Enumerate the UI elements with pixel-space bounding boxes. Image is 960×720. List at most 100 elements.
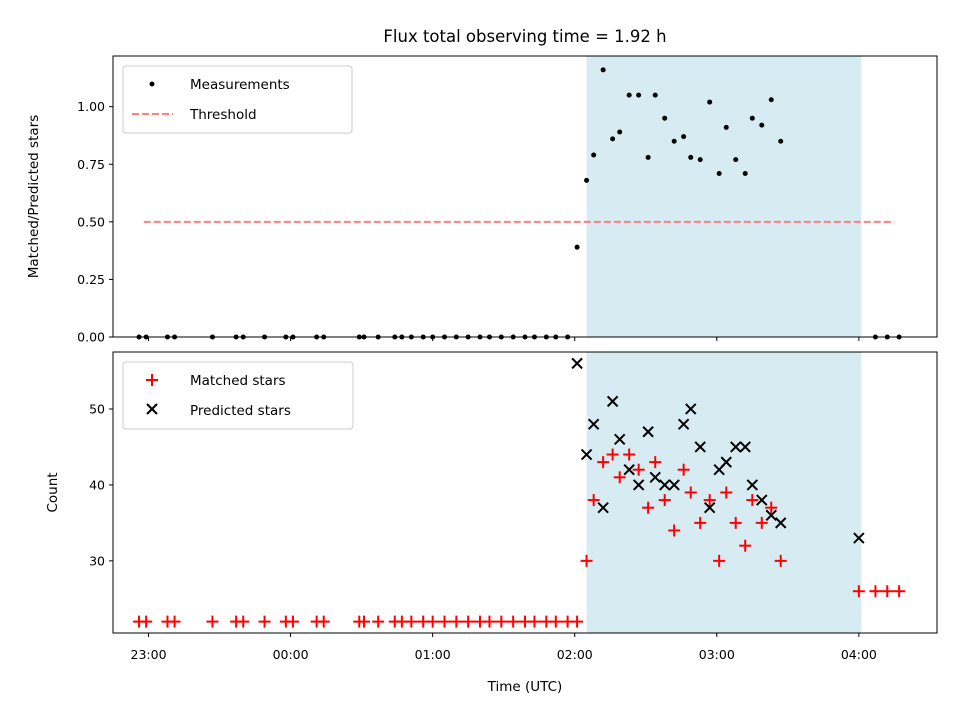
y-tick-label: 50 [89,401,105,416]
legend-marker-predicted [146,403,158,415]
predicted-point [623,464,635,476]
chart-title: Flux total observing time = 1.92 h [383,27,666,46]
panel-ratio: 0.00 0.25 0.50 0.75 1.00 Matched/Predicted s… [26,55,938,345]
predicted-point [587,418,600,430]
matched-point [580,554,593,567]
matched-point [571,615,584,628]
matched-point [649,456,662,469]
axes-frame-bottom [112,351,938,634]
predicted-point [580,448,593,461]
matched-point [658,494,671,507]
bottom-x-ticks: 23:00 00:00 01:00 02:00 03:00 04:00 [131,633,877,662]
measurement-point [742,170,748,176]
measurement-point [723,124,729,130]
measurement-point [617,129,623,135]
predicted-point [658,479,671,491]
predicted-point [739,441,751,453]
matched-point [765,501,778,514]
measurement-point [716,170,722,176]
predicted-point [853,532,865,544]
measurement-point [645,154,651,160]
measurement-point [707,99,713,105]
matched-point [606,448,619,461]
matched-point [587,494,600,507]
predicted-point [765,509,777,521]
matched-point [507,615,520,628]
y-tick-label: 1.00 [77,99,105,114]
measurement-point [733,157,739,163]
measurement-point [610,136,616,142]
measurement-point [662,115,668,121]
matched-point [694,516,707,529]
matched-point [140,615,153,628]
x-tick-label: 23:00 [131,647,167,662]
bottom-y-ticks: 30 40 50 [89,401,113,568]
measurement-point [778,138,784,144]
x-tick-label: 01:00 [415,647,451,662]
measurement-point [671,138,677,144]
y-tick-label: 30 [89,553,105,568]
predicted-point [642,426,654,438]
predicted-point [649,471,661,484]
matched-point [372,615,385,628]
matched-point [597,456,610,469]
matched-point [713,554,726,567]
y-tick-label: 0.00 [77,330,105,345]
matched-point [317,615,330,628]
y-axis-label-ratio: Matched/Predicted stars [26,115,42,278]
matched-point [168,615,181,628]
predicted-point [746,479,759,491]
matched-point [632,463,645,476]
legend-label-predicted: Predicted stars [190,403,291,419]
legend-label-threshold: Threshold [189,107,257,123]
count-points [133,357,906,628]
observing-span-top [586,56,862,337]
y-tick-label: 0.50 [77,214,105,229]
matched-point [426,615,439,628]
measurement-point [574,244,580,250]
x-tick-label: 02:00 [557,647,593,662]
predicted-point [632,479,645,491]
matched-point [739,539,752,552]
matched-point [286,615,299,628]
matched-point [613,471,626,484]
measurement-point [697,157,703,163]
panel-counts: 30 40 50 23:00 00:00 01:00 02:00 03:00 04:00 Co… [45,351,938,695]
matched-point [881,585,894,598]
predicted-point [694,441,706,453]
measurement-point [636,92,642,98]
x-tick-label: 00:00 [273,647,309,662]
predicted-point [614,433,626,446]
predicted-point [571,357,583,370]
matched-point [623,448,636,461]
matched-point [438,615,451,628]
matched-point [206,615,219,628]
legend-marker-matched [146,374,158,386]
matched-point [258,615,271,628]
measurement-point [749,115,755,121]
legend-bottom: Matched stars Predicted stars [122,361,354,430]
matched-point [729,516,742,529]
x-tick-label: 03:00 [699,647,735,662]
matched-point [684,486,697,499]
matched-point [755,516,768,529]
legend-label-matched: Matched stars [190,373,286,389]
matched-point [893,585,906,598]
matched-point [237,615,250,628]
y-tick-label: 0.75 [77,157,105,172]
predicted-point [677,418,690,430]
x-tick-label: 04:00 [841,647,877,662]
matched-point [869,585,882,598]
measurement-point [681,134,687,140]
matched-point [483,615,496,628]
matched-point [549,615,562,628]
legend-label-measurements: Measurements [190,77,290,93]
y-tick-label: 0.25 [77,272,105,287]
y-axis-label-count: Count [45,472,61,512]
predicted-point [606,395,619,408]
matched-point [852,585,865,598]
predicted-point [730,441,742,453]
measurement-point [626,92,632,98]
measurement-point [584,177,590,183]
